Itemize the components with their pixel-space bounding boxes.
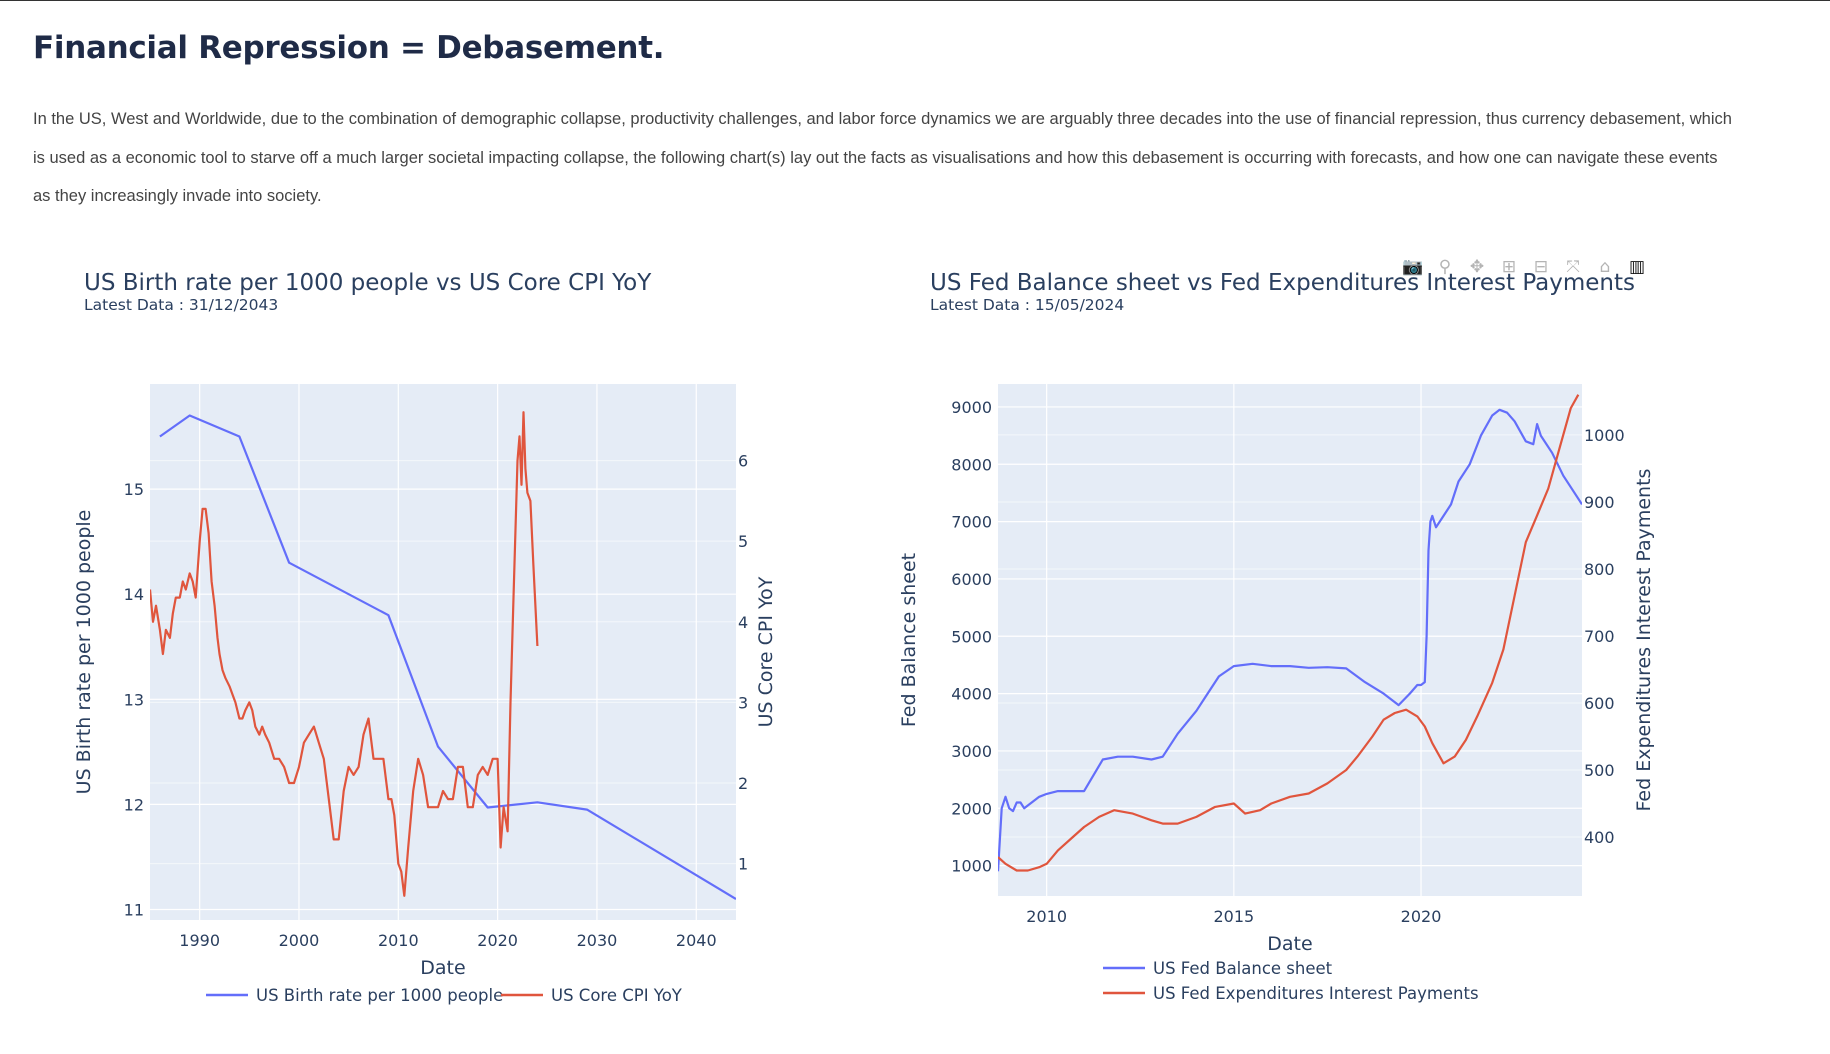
chart-subtitle: Latest Data : 31/12/2043 xyxy=(84,296,278,314)
y2-tick-label: 6 xyxy=(738,452,748,471)
y-tick-label: 1000 xyxy=(951,857,992,876)
chart-title: US Birth rate per 1000 people vs US Core… xyxy=(84,270,652,296)
legend-label: US Core CPI YoY xyxy=(551,986,683,1005)
x-tick-label: 2000 xyxy=(279,931,320,950)
y2-tick-label: 2 xyxy=(738,774,748,793)
chart-title: US Fed Balance sheet vs Fed Expenditures… xyxy=(930,270,1635,296)
legend-item[interactable]: US Birth rate per 1000 people xyxy=(206,986,503,1005)
plot-background xyxy=(998,384,1582,896)
legend-item[interactable]: US Fed Expenditures Interest Payments xyxy=(1103,984,1479,1003)
y-tick-label: 5000 xyxy=(951,627,992,646)
y2-axis-title: Fed Expenditures Interest Payments xyxy=(1633,469,1655,812)
page-title: Financial Repression = Debasement. xyxy=(33,30,665,66)
series-line-2 xyxy=(150,411,539,897)
chart-1: 1990 2000 2010 2020 2030 20401112131415123456… xyxy=(73,270,777,1005)
y2-tick-label: 900 xyxy=(1584,493,1615,512)
legend-item[interactable]: US Fed Balance sheet xyxy=(1103,959,1333,978)
x-tick-label: 2030 xyxy=(577,931,618,950)
y-tick-label: 7000 xyxy=(951,513,992,532)
x-tick-label: 2020 xyxy=(1401,907,1442,926)
y-tick-label: 9000 xyxy=(951,398,992,417)
y-tick-label: 15 xyxy=(124,480,144,499)
y-axis-title: Fed Balance sheet xyxy=(898,553,920,727)
autoscale-icon[interactable]: ⤧ xyxy=(1566,257,1580,277)
series-line-2 xyxy=(998,394,1580,872)
y2-tick-label: 600 xyxy=(1584,694,1615,713)
y2-tick-label: 500 xyxy=(1584,761,1615,780)
x-tick-label: 2015 xyxy=(1213,907,1254,926)
x-tick-label: 2010 xyxy=(378,931,419,950)
legend-label: US Fed Balance sheet xyxy=(1153,959,1333,978)
camera-icon[interactable]: 📷 xyxy=(1402,257,1424,277)
y-tick-label: 2000 xyxy=(951,799,992,818)
y-tick-label: 3000 xyxy=(951,742,992,761)
y2-axis-title: US Core CPI YoY xyxy=(755,576,777,727)
zoom-icon[interactable]: ⚲ xyxy=(1438,257,1452,277)
y-tick-label: 12 xyxy=(124,795,144,814)
home-icon[interactable]: ⌂ xyxy=(1599,257,1611,277)
y-tick-label: 8000 xyxy=(951,455,992,474)
zoom-out-icon[interactable]: ⊟ xyxy=(1533,257,1549,277)
y2-tick-label: 800 xyxy=(1584,560,1615,579)
x-tick-label: 2010 xyxy=(1026,907,1067,926)
x-tick-label: 2020 xyxy=(477,931,518,950)
y2-tick-label: 5 xyxy=(738,532,748,551)
pan-icon[interactable]: ✥ xyxy=(1469,257,1485,277)
y2-tick-label: 1000 xyxy=(1584,426,1625,445)
y2-tick-label: 700 xyxy=(1584,627,1615,646)
top-border xyxy=(0,0,1830,1)
chart-2: 2010 2015 2020 1000 2000 3000 4000 5000 6000 7000… xyxy=(898,270,1655,1003)
plotly-logo-icon[interactable]: ▥ xyxy=(1628,257,1646,277)
y2-tick-label: 3 xyxy=(738,693,748,712)
y-tick-label: 13 xyxy=(124,690,144,709)
x-tick-label: 1990 xyxy=(179,931,220,950)
x-axis-title: Date xyxy=(1267,933,1312,955)
chart-modebar: 📷 ⚲ ✥ ⊞ ⊟ ⤧ ⌂ ▥ xyxy=(1400,254,1650,280)
y-tick-label: 4000 xyxy=(951,685,992,704)
chart-subtitle: Latest Data : 15/05/2024 xyxy=(930,296,1124,314)
y2-tick-label: 4 xyxy=(738,613,748,632)
y-tick-label: 14 xyxy=(124,585,144,604)
legend-item[interactable]: US Core CPI YoY xyxy=(501,986,683,1005)
series-line-1 xyxy=(998,408,1582,872)
y-axis-title: US Birth rate per 1000 people xyxy=(73,510,95,795)
legend-label: US Fed Expenditures Interest Payments xyxy=(1153,984,1479,1003)
x-tick-label: 2040 xyxy=(676,931,717,950)
legend-label: US Birth rate per 1000 people xyxy=(256,986,503,1005)
zoom-in-icon[interactable]: ⊞ xyxy=(1501,257,1517,277)
series-line-1 xyxy=(159,414,736,900)
y-tick-label: 6000 xyxy=(951,570,992,589)
intro-paragraph: In the US, West and Worldwide, due to th… xyxy=(33,110,1732,205)
x-axis-title: Date xyxy=(420,957,465,979)
y-tick-label: 11 xyxy=(124,900,144,919)
plot-background xyxy=(150,384,736,920)
y2-tick-label: 1 xyxy=(738,855,748,874)
y2-tick-label: 400 xyxy=(1584,828,1615,847)
